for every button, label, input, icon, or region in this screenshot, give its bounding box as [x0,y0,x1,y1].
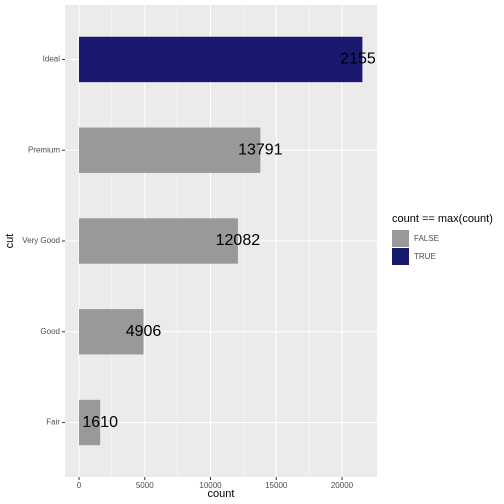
y-tick-label: Very Good [22,236,60,245]
legend: FALSE TRUE [392,230,439,265]
data-label: 12082 [216,232,261,249]
x-tick-label: 10000 [199,481,222,490]
legend-label: FALSE [414,234,439,243]
bar [79,399,101,446]
x-tick-label: 5000 [136,481,154,490]
bar [79,36,363,83]
x-tick-label: 20000 [331,481,354,490]
data-label: 13791 [238,141,283,158]
legend-label: TRUE [414,252,436,261]
y-tick-label: Fair [46,418,60,427]
y-tick-label: Good [40,327,60,336]
legend-key [392,248,409,265]
bars: 1610 4906 12082 13791 21551 [79,36,385,446]
legend-title: count == max(count) [392,213,493,225]
data-label: 21551 [340,51,385,68]
y-tick-label: Ideal [43,55,61,64]
data-label: 1610 [82,414,118,431]
legend-key [392,230,409,247]
y-axis-title: cut [4,234,16,249]
bar [79,218,238,264]
y-tick-label: Premium [28,145,60,154]
axes: 0 5000 10000 15000 20000 Fair Good Very Good Pre… [22,55,353,491]
x-axis-title: count [208,488,235,500]
bar [79,309,144,355]
data-label: 4906 [126,323,162,340]
x-tick-label: 15000 [265,481,288,490]
x-tick-label: 0 [77,481,82,490]
bar [79,127,261,173]
